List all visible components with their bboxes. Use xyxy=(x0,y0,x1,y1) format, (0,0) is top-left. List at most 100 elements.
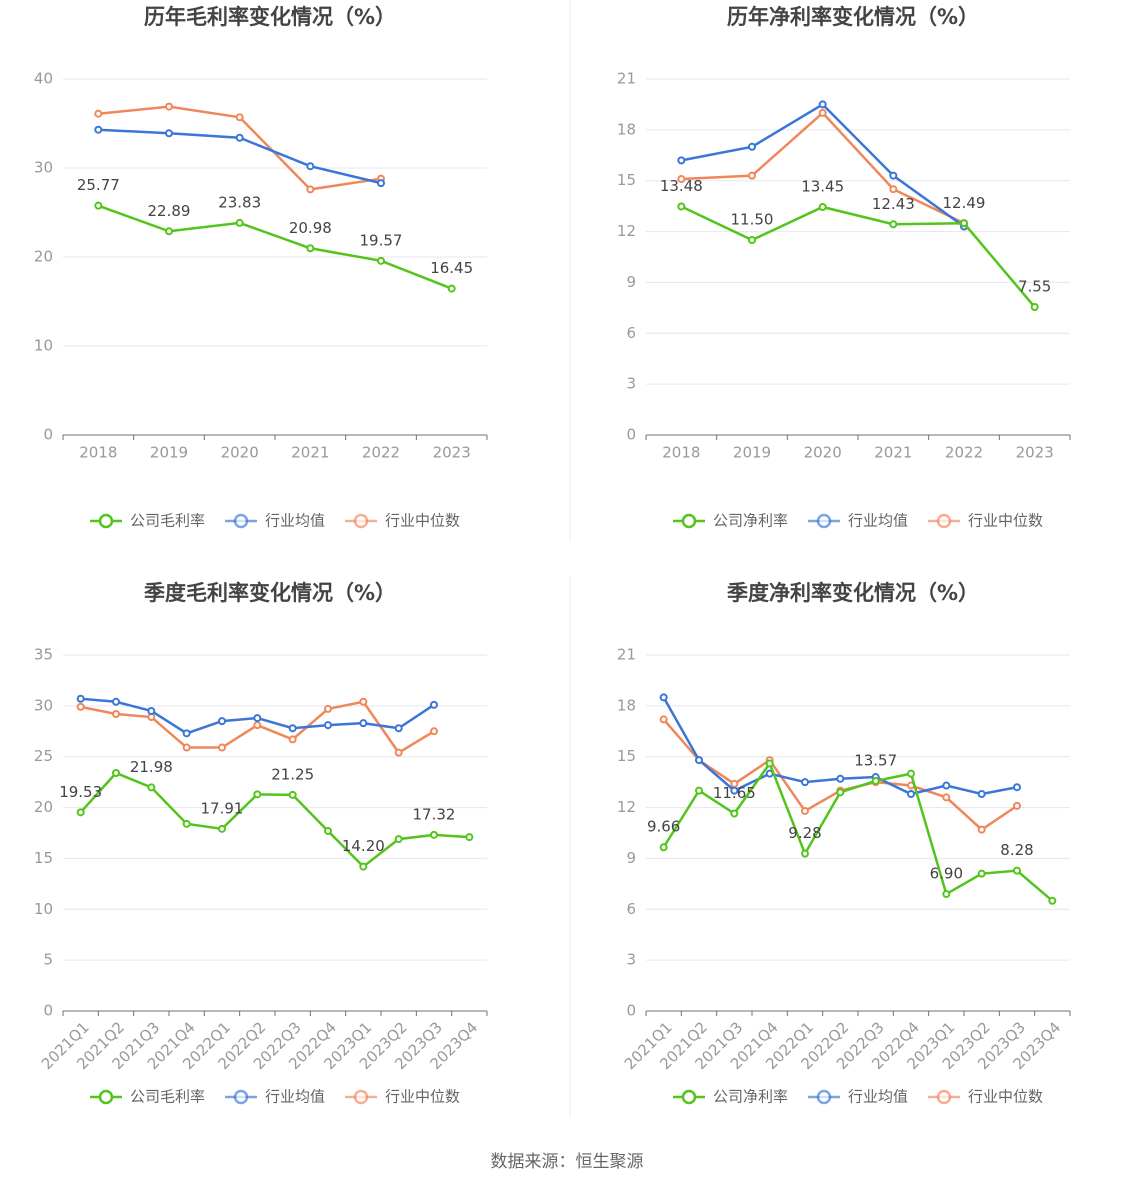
point xyxy=(942,793,951,802)
value-label: 11.65 xyxy=(713,784,756,802)
x-tick-label: 2023 xyxy=(433,444,471,462)
point xyxy=(695,786,703,795)
point xyxy=(942,781,951,790)
point xyxy=(818,108,827,117)
value-label: 7.55 xyxy=(1018,278,1051,296)
point xyxy=(306,244,315,253)
y-tick-label: 40 xyxy=(34,70,53,88)
value-label: 22.89 xyxy=(148,202,191,220)
x-tick-label: 2018 xyxy=(79,444,117,462)
y-tick-label: 3 xyxy=(626,951,636,969)
series-line xyxy=(79,771,470,869)
y-tick-label: 9 xyxy=(626,273,636,291)
value-label: 9.28 xyxy=(788,824,821,842)
point xyxy=(359,697,368,706)
point xyxy=(748,236,756,245)
value-label: 12.43 xyxy=(872,195,915,213)
value-label: 9.66 xyxy=(647,818,680,836)
point xyxy=(889,185,898,194)
legend-label: 行业中位数 xyxy=(385,512,460,530)
y-tick-label: 12 xyxy=(617,222,636,240)
value-label: 13.48 xyxy=(660,177,703,195)
value-label: 25.77 xyxy=(77,176,120,194)
point xyxy=(112,709,120,718)
point xyxy=(447,284,456,293)
value-label: 11.50 xyxy=(731,211,774,229)
point xyxy=(430,830,438,839)
y-tick-label: 20 xyxy=(34,798,53,816)
x-tick-label: 2021 xyxy=(291,444,329,462)
legend-marker xyxy=(98,513,114,529)
point xyxy=(394,748,403,757)
point xyxy=(730,809,739,818)
legend-marker xyxy=(353,513,369,529)
legend-marker xyxy=(816,513,832,529)
value-label: 14.20 xyxy=(342,837,385,855)
value-label: 17.91 xyxy=(201,799,244,817)
point xyxy=(889,220,898,229)
legend-label: 公司毛利率 xyxy=(130,1088,205,1106)
point xyxy=(306,162,315,171)
value-label: 21.25 xyxy=(271,765,314,783)
legend-marker xyxy=(936,513,952,529)
point xyxy=(430,700,438,709)
point xyxy=(960,219,968,228)
value-label: 13.45 xyxy=(801,177,844,195)
y-tick-label: 25 xyxy=(34,747,53,765)
x-tick-label: 2022 xyxy=(362,444,400,462)
point xyxy=(748,171,756,180)
point xyxy=(324,704,332,713)
point xyxy=(182,729,191,738)
point xyxy=(288,735,297,744)
point xyxy=(659,843,668,852)
point xyxy=(942,890,951,899)
y-tick-label: 35 xyxy=(34,646,53,664)
point xyxy=(182,743,191,752)
y-tick-label: 0 xyxy=(626,1002,636,1020)
series-line xyxy=(662,760,1054,902)
point xyxy=(1013,866,1021,875)
point xyxy=(76,694,85,703)
point xyxy=(677,202,686,211)
point xyxy=(377,179,385,188)
point xyxy=(377,256,385,265)
point xyxy=(801,806,809,815)
y-tick-label: 10 xyxy=(34,900,53,918)
point xyxy=(94,201,103,210)
point xyxy=(836,774,845,783)
y-tick-label: 9 xyxy=(626,849,636,867)
point xyxy=(748,142,756,151)
point xyxy=(306,185,315,194)
point xyxy=(465,833,474,842)
point xyxy=(112,697,120,706)
y-tick-label: 10 xyxy=(34,337,53,355)
y-tick-label: 6 xyxy=(626,324,636,342)
point xyxy=(836,788,845,797)
point xyxy=(394,724,403,733)
legend-label: 行业中位数 xyxy=(968,512,1043,530)
x-tick-label: 2019 xyxy=(150,444,188,462)
point xyxy=(430,727,438,736)
point xyxy=(94,125,103,134)
point xyxy=(818,202,827,211)
point xyxy=(147,713,156,722)
legend-label: 公司净利率 xyxy=(713,1088,788,1106)
point xyxy=(165,129,173,138)
point xyxy=(801,778,809,787)
legend-label: 行业均值 xyxy=(265,1088,325,1106)
legend-marker xyxy=(681,513,697,529)
legend-label: 行业中位数 xyxy=(968,1088,1043,1106)
y-tick-label: 18 xyxy=(617,120,636,138)
y-tick-label: 12 xyxy=(617,798,636,816)
point xyxy=(695,756,703,765)
value-label: 23.83 xyxy=(218,193,261,211)
x-tick-label: 2022 xyxy=(945,444,983,462)
point xyxy=(1013,783,1021,792)
point xyxy=(1030,303,1039,312)
y-tick-label: 0 xyxy=(43,426,53,444)
point xyxy=(218,717,226,726)
x-tick-label: 2019 xyxy=(733,444,771,462)
legend-marker xyxy=(98,1089,114,1105)
legend-label: 行业中位数 xyxy=(385,1088,460,1106)
